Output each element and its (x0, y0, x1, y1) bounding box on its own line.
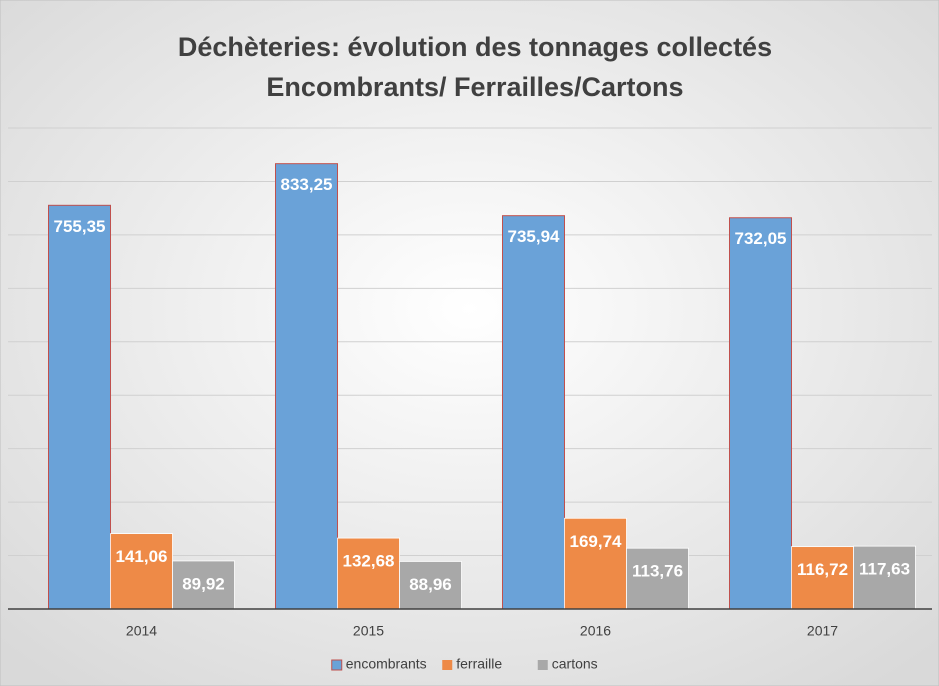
value-label: 113,76 (632, 562, 683, 581)
bar (791, 546, 854, 610)
chart-title: Déchèteries: évolution des tonnages coll… (178, 32, 772, 62)
bar (275, 163, 338, 610)
value-label: 735,94 (508, 227, 561, 246)
bar (110, 533, 173, 610)
legend-label: encombrants (346, 656, 427, 672)
legend-label: cartons (552, 656, 598, 672)
legend-swatch (331, 659, 343, 671)
value-label: 116,72 (797, 560, 848, 579)
value-label: 833,25 (281, 175, 333, 194)
value-label: 141,06 (116, 547, 168, 566)
legend-swatch (442, 660, 453, 670)
legend-label: ferraille (456, 656, 502, 672)
legend-swatch (537, 660, 548, 670)
x-tick-label: 2017 (807, 623, 838, 639)
value-label: 732,05 (735, 229, 787, 248)
value-label: 89,92 (182, 574, 225, 593)
bar (337, 537, 400, 610)
value-label: 132,68 (343, 552, 395, 571)
value-label: 169,74 (570, 532, 623, 551)
x-tick-label: 2015 (353, 623, 384, 639)
bar (48, 204, 111, 610)
bar (172, 560, 235, 610)
x-tick-label: 2016 (580, 623, 611, 639)
bar (729, 217, 792, 610)
chart-title: Encombrants/ Ferrailles/Cartons (266, 72, 683, 102)
value-label: 755,35 (54, 217, 106, 236)
bar (502, 215, 565, 610)
bar (564, 517, 627, 610)
value-label: 117,63 (859, 560, 910, 579)
value-label: 88,96 (409, 575, 452, 594)
x-tick-label: 2014 (126, 623, 157, 639)
